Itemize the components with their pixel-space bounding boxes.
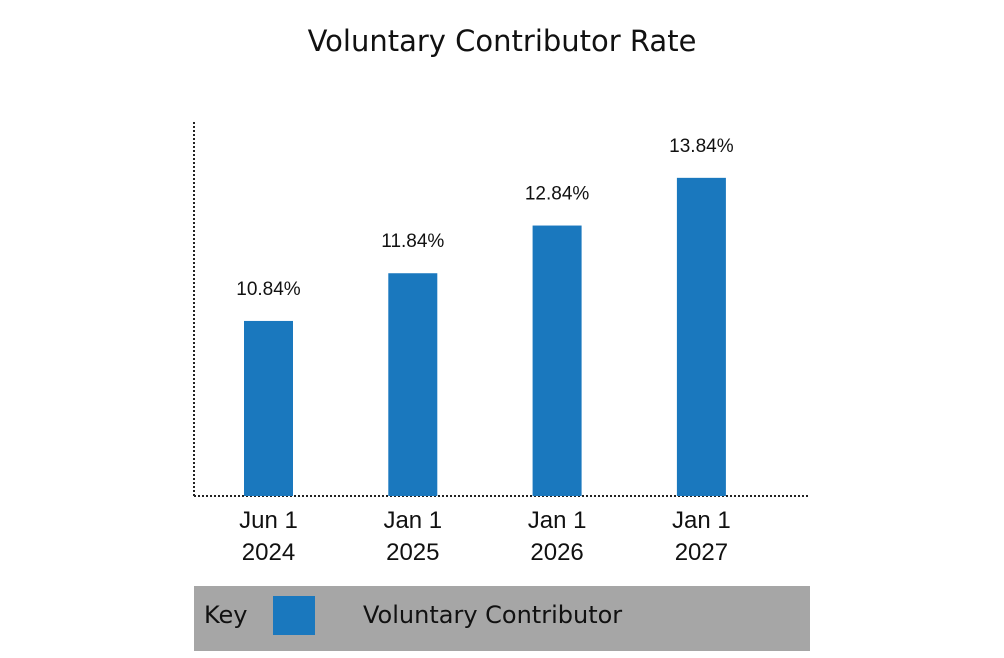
x-tick-label: 2026	[530, 539, 583, 566]
legend-entry: Voluntary Contributor	[363, 601, 623, 629]
bar	[244, 320, 293, 496]
chart-title: Voluntary Contributor Rate	[307, 24, 697, 58]
bar	[388, 273, 438, 496]
x-tick-label: Jun 1	[239, 507, 298, 534]
x-tick-label: Jan 1	[672, 507, 731, 534]
x-tick-label: Jan 1	[383, 507, 442, 534]
data-label: 12.84%	[525, 184, 590, 205]
data-label: 13.84%	[669, 136, 734, 157]
bar	[532, 225, 582, 496]
x-tick-label: 2024	[242, 539, 295, 566]
data-label: 10.84%	[236, 279, 301, 300]
data-label: 11.84%	[381, 231, 444, 252]
x-tick-label: 2025	[386, 539, 439, 566]
x-tick-label: Jan 1	[528, 507, 587, 534]
legend: Key Voluntary Contributor	[194, 586, 810, 651]
bar	[676, 177, 726, 496]
legend-title: Key	[204, 601, 248, 629]
legend-swatch	[273, 596, 315, 635]
x-tick-label: 2027	[675, 539, 728, 566]
